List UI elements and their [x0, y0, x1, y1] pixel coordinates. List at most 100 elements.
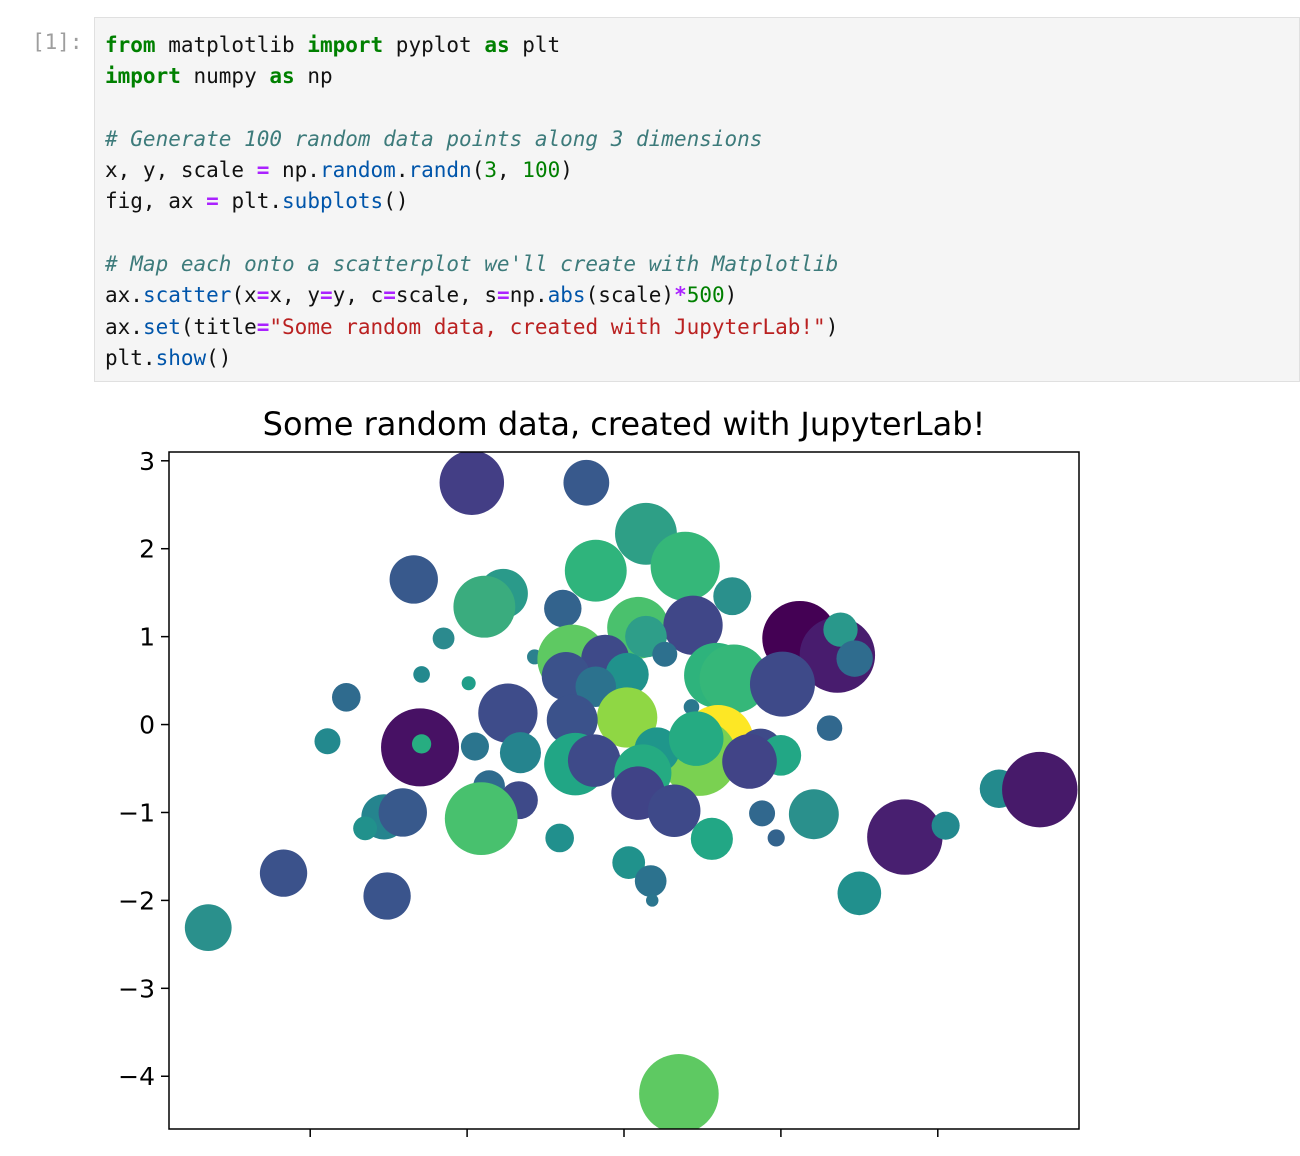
scatter-point	[612, 846, 646, 879]
code-token: 3	[484, 158, 497, 183]
code-token: as	[484, 33, 510, 57]
code-token: .	[395, 158, 409, 183]
scatter-point	[647, 784, 701, 837]
y-tick-label: 0	[139, 711, 155, 740]
scatter-points	[184, 452, 1078, 1129]
scatter-point	[596, 687, 658, 748]
scatter-point	[931, 811, 960, 840]
scatter-point	[461, 676, 476, 691]
cell-output: Some random data, created with JupyterLa…	[94, 395, 1300, 1156]
code-token: pyplot	[383, 33, 485, 57]
code-line[interactable]: # Generate 100 random data points along …	[105, 127, 762, 151]
code-line[interactable]: ax.scatter(x=x, y=y, c=scale, s=np.abs(s…	[105, 283, 737, 307]
code-token: =	[206, 189, 219, 214]
code-token: )	[724, 283, 738, 308]
code-token: abs	[547, 283, 586, 308]
code-token: # Map each onto a scatterplot we'll crea…	[105, 252, 839, 277]
scatter-point	[749, 651, 815, 717]
code-token: plt	[509, 33, 561, 57]
scatter-point	[837, 871, 882, 916]
scatter-point	[546, 694, 598, 746]
code-line[interactable]: x, y, scale = np.random.randn(3, 100)	[105, 158, 573, 182]
scatter-point	[413, 666, 430, 683]
scatter-point	[713, 577, 752, 616]
code-token: import	[307, 33, 384, 57]
code-token: ()	[383, 189, 409, 214]
scatter-point	[722, 734, 777, 789]
scatter-point	[259, 849, 308, 897]
scatter-point	[314, 728, 341, 755]
scatter-point	[650, 531, 720, 601]
code-token: plt.	[218, 189, 283, 214]
code-line[interactable]: import numpy as np	[105, 64, 333, 88]
code-line[interactable]: # Map each onto a scatterplot we'll crea…	[105, 252, 838, 276]
code-token: # Generate 100 random data points along …	[105, 126, 763, 151]
scatter-point	[567, 734, 621, 787]
code-token: (x	[231, 283, 257, 308]
scatter-point	[453, 575, 516, 638]
scatter-point	[683, 699, 700, 715]
code-cell[interactable]: from matplotlib import pyplot as plt imp…	[94, 17, 1300, 382]
scatter-point	[634, 865, 667, 897]
scatter-point	[432, 627, 455, 650]
scatter-point	[788, 789, 839, 840]
scatter-point	[639, 1054, 719, 1129]
scatter-point	[439, 452, 505, 516]
code-token: subplots	[282, 189, 384, 214]
code-token: *	[674, 283, 687, 308]
code-token: ax.	[105, 314, 143, 339]
scatter-point	[331, 683, 361, 712]
code-line[interactable]: plt.show()	[105, 346, 231, 370]
y-tick-label: −3	[118, 974, 155, 1003]
scatter-point	[564, 539, 627, 602]
scatter-point	[444, 782, 518, 856]
scatter-point	[378, 788, 427, 837]
code-token: (	[471, 158, 485, 183]
code-token: x, y	[269, 283, 320, 308]
scatter-point	[478, 683, 538, 743]
code-token: from	[105, 33, 156, 57]
code-token: (scale)	[585, 283, 675, 308]
y-tick-label: 3	[139, 447, 155, 476]
scatter-point	[353, 816, 378, 841]
code-token: np	[294, 64, 333, 89]
code-token: scatter	[142, 283, 232, 308]
y-tick-label: −1	[118, 798, 155, 827]
y-tick-label: 1	[139, 623, 155, 652]
code-token: x, y, scale	[105, 158, 257, 183]
cell-prompt: [1]:	[32, 30, 83, 54]
scatter-point	[545, 823, 574, 853]
code-line[interactable]: fig, ax = plt.subplots()	[105, 189, 408, 213]
scatter-point	[563, 459, 610, 506]
scatter-point	[184, 904, 232, 952]
code-token: )	[560, 158, 573, 183]
code-token: matplotlib	[155, 33, 308, 57]
code-line[interactable]: ax.set(title="Some random data, created …	[105, 315, 838, 339]
code-token: fig, ax	[105, 189, 207, 214]
code-token: as	[269, 64, 295, 89]
scatter-point	[389, 555, 438, 604]
scatter-point	[867, 799, 943, 875]
code-editor[interactable]: from matplotlib import pyplot as plt imp…	[105, 30, 838, 374]
code-token: =	[497, 283, 510, 308]
scatter-point	[363, 872, 411, 920]
scatter-point	[499, 732, 541, 774]
scatter-point	[816, 715, 843, 741]
scatter-point	[836, 640, 873, 677]
code-token: scale, s	[395, 283, 498, 308]
code-token: "Some random data, created with JupyterL…	[269, 314, 826, 339]
code-token: import	[105, 64, 181, 89]
code-token: show	[155, 345, 207, 370]
code-token: 500	[686, 283, 725, 308]
scatter-point	[749, 800, 776, 827]
scatter-point	[823, 612, 858, 647]
code-line[interactable]: from matplotlib import pyplot as plt	[105, 33, 560, 57]
code-token: numpy	[180, 64, 270, 89]
y-tick-label: −2	[118, 886, 155, 915]
scatter-plot: Some random data, created with JupyterLa…	[118, 405, 1080, 1137]
scatter-point	[646, 894, 659, 907]
code-token: =	[256, 283, 270, 308]
scatter-point	[668, 711, 724, 766]
code-token: set	[142, 314, 181, 339]
code-token: ax.	[105, 283, 143, 308]
